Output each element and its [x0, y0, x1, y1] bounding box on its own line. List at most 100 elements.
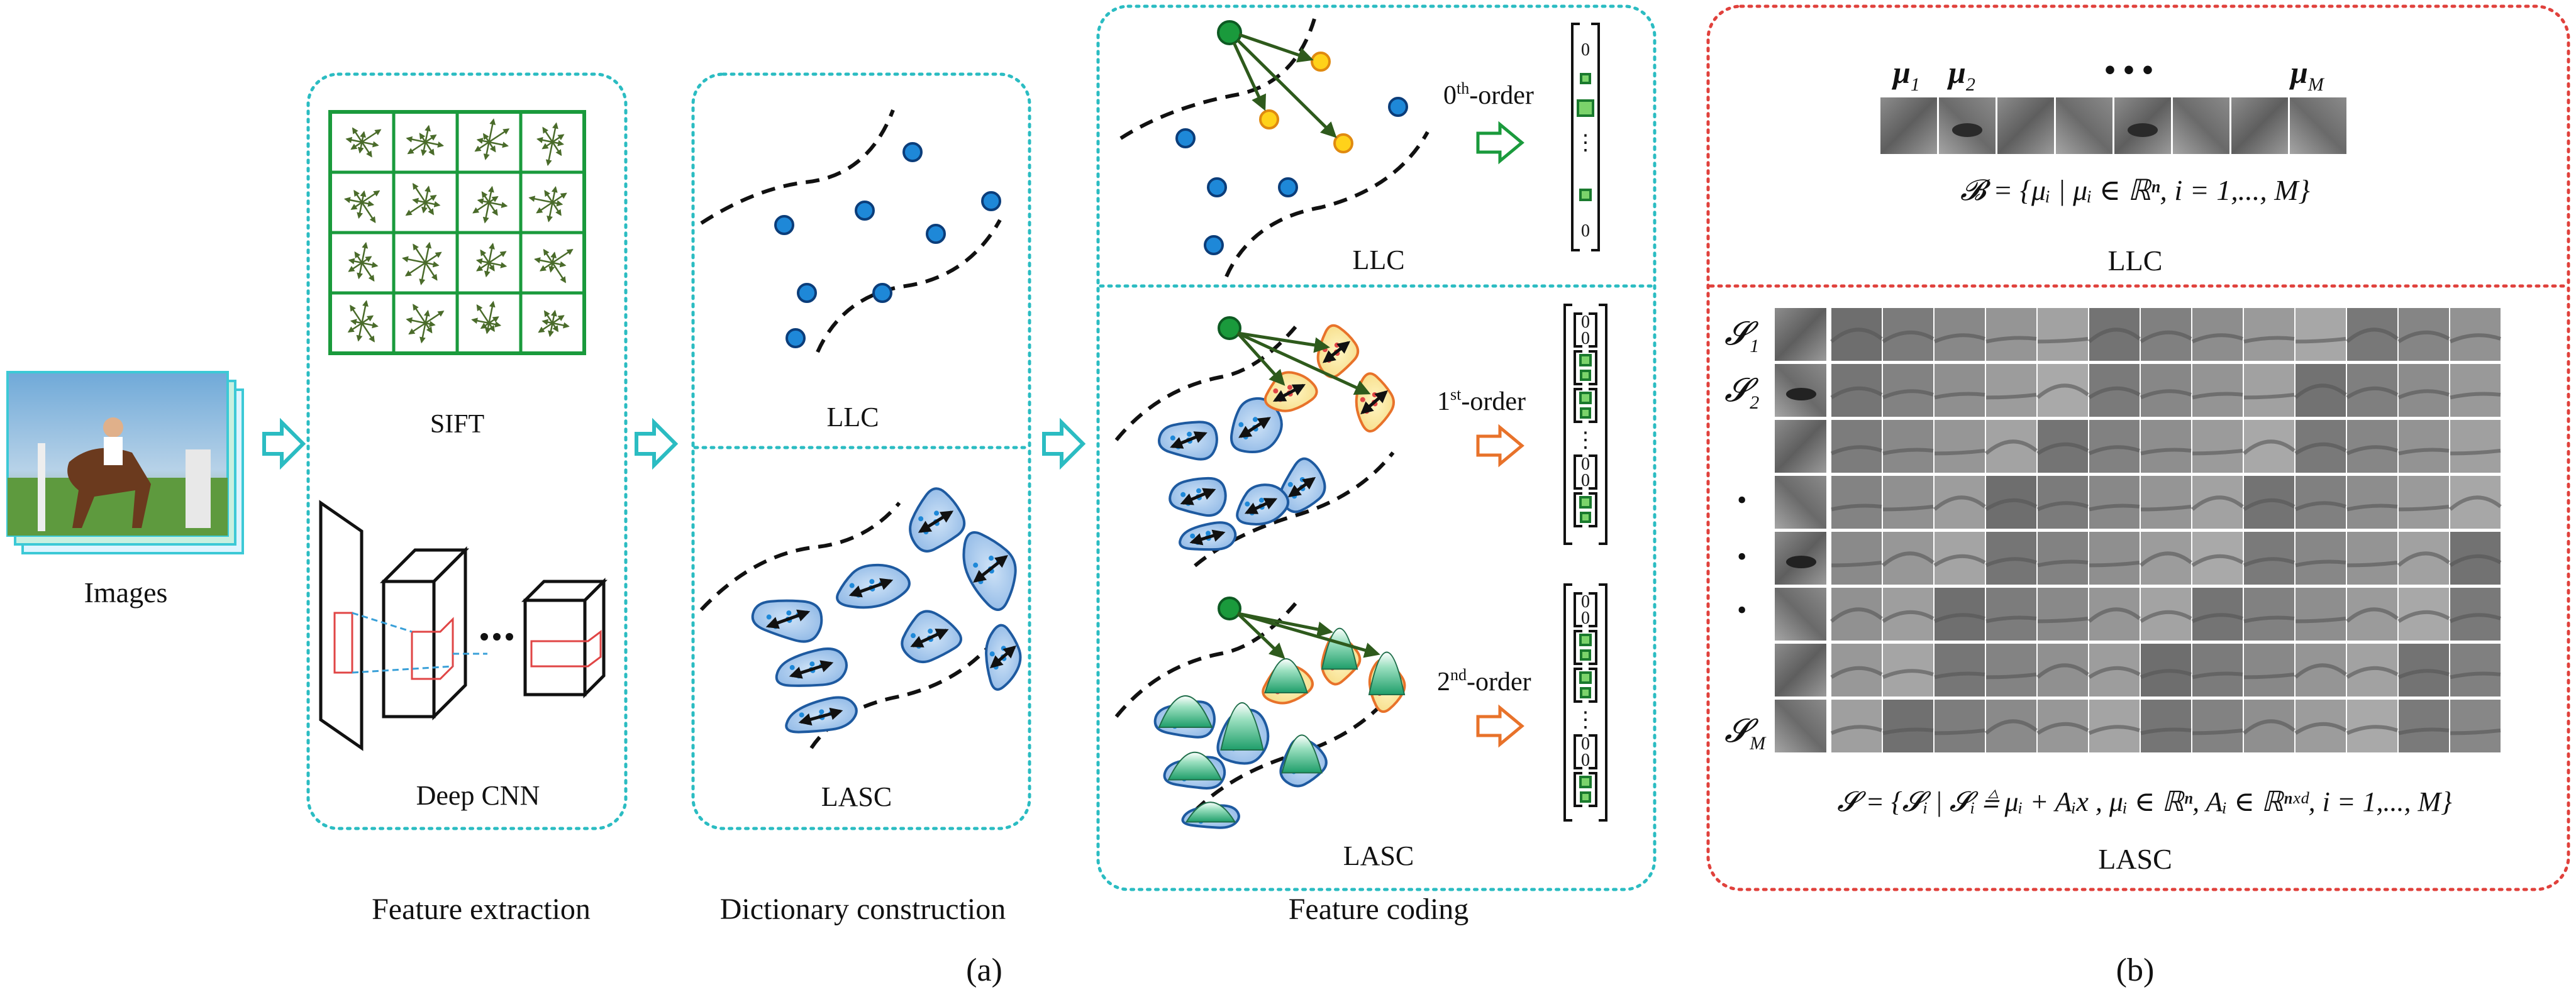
sift-cell — [347, 300, 379, 343]
stage-label-coding: Feature coding — [1289, 893, 1469, 926]
lasc-coding-2nd — [1114, 597, 1406, 829]
vector-zero: 0 — [1581, 608, 1590, 628]
lasc-formula: 𝓢 = {𝓢ᵢ | 𝓢ᵢ ≜ μᵢ + Aᵢx , μᵢ ∈ ℝⁿ, Aᵢ ∈ … — [1837, 786, 2452, 817]
feature-coding-box — [1096, 4, 1657, 891]
sift-cell — [474, 118, 510, 160]
coding-blob — [1163, 752, 1226, 790]
sift-cell — [405, 182, 441, 216]
b-llc-label: LLC — [2108, 245, 2163, 277]
stage-label-dictionary: Dictionary construction — [720, 893, 1006, 926]
mu2-label: μ2 — [1946, 55, 1975, 95]
lasc-subspace-grid — [1775, 308, 2502, 752]
dictionary-blob — [962, 531, 1017, 611]
lasc-coding-1st — [1114, 316, 1395, 568]
subspace-row — [1775, 308, 2501, 361]
dictionary-blob — [775, 647, 848, 687]
dictionary-blob — [751, 599, 823, 643]
coding-blob — [1279, 734, 1328, 788]
vdot-1: • — [1737, 485, 1746, 515]
stage-label-extraction: Feature extraction — [372, 893, 591, 926]
sift-cell — [406, 304, 445, 344]
sift-cell — [343, 190, 380, 224]
vector-zero: 0 — [1581, 592, 1590, 612]
basis-patch — [1880, 97, 1937, 154]
coding-blob — [1279, 457, 1326, 514]
llc-basis-strip — [1880, 97, 2346, 154]
vector-zero: 0 — [1581, 312, 1590, 332]
caption-a: (a) — [966, 952, 1002, 988]
coding-blob-highlight — [1262, 658, 1314, 705]
order1-label: 1st-order — [1437, 385, 1526, 416]
subspace-row — [1775, 588, 2501, 641]
basis-patch — [1939, 97, 1996, 154]
s1-label: 𝓢1 — [1724, 316, 1759, 356]
coding-lasc-label: LASC — [1343, 840, 1414, 871]
vector-zero: 0 — [1581, 329, 1590, 348]
basis-patch — [2114, 97, 2171, 154]
cnn-ellipsis — [480, 633, 513, 641]
coding-blob-highlight — [1316, 324, 1360, 378]
sM-label: 𝓢M — [1724, 713, 1767, 754]
subspace-row — [1775, 476, 2502, 529]
coding-blob-highlight — [1368, 651, 1406, 713]
stage-arrow-1 — [262, 417, 306, 470]
llc-coding — [1119, 18, 1430, 278]
mu-ellipsis: • • • — [2104, 52, 2153, 87]
basis-patch — [1997, 97, 2054, 154]
caption-b: (b) — [2116, 952, 2155, 988]
subspace-row — [1775, 420, 2501, 473]
sift-cell — [534, 248, 574, 284]
dict-lasc-label: LASC — [821, 781, 892, 812]
sift-cell — [472, 185, 508, 224]
coding-blob — [1169, 476, 1227, 517]
muM-label: μM — [2289, 55, 2325, 95]
sift-cell — [471, 300, 502, 334]
images-label: Images — [84, 576, 168, 608]
images-stack — [6, 371, 244, 554]
basis-patch — [2231, 97, 2288, 154]
coding-blob — [1236, 483, 1290, 526]
s2-label: 𝓢2 — [1724, 373, 1759, 413]
order0-arrow — [1476, 121, 1524, 165]
coding-blob — [1181, 801, 1240, 829]
coding-blob — [1158, 421, 1218, 461]
sift-label: SIFT — [430, 410, 484, 439]
order2-arrow — [1476, 704, 1524, 748]
subspace-row — [1775, 700, 2501, 752]
vector-zero: 0 — [1581, 734, 1590, 754]
sift-cell — [345, 127, 382, 158]
vector-zero: 0 — [1581, 40, 1590, 60]
order2-label: 2nd-order — [1437, 666, 1531, 696]
vector-zero: 0 — [1581, 454, 1590, 474]
cnn-label: Deep CNN — [416, 780, 540, 811]
vector-zero: 0 — [1581, 751, 1590, 770]
basis-patch — [2056, 97, 2112, 154]
lasc-dictionary — [699, 487, 1022, 749]
dictionary-blob — [836, 563, 911, 609]
order0-label: 0th-order — [1443, 79, 1534, 110]
coding-blob-highlight — [1263, 371, 1318, 412]
vdot-3: • — [1737, 595, 1746, 625]
sift-cell — [536, 122, 565, 167]
llc-formula: 𝓑 = {μᵢ | μᵢ ∈ ℝⁿ, i = 1,..., M} — [1960, 174, 2310, 206]
vector-ellipsis: ⋮ — [1575, 429, 1596, 452]
code-vector-0th: 0 ⋮ 0 — [1571, 23, 1600, 251]
vector-zero: 0 — [1581, 471, 1590, 490]
dictionary-blob — [985, 624, 1022, 691]
dict-llc-label: LLC — [826, 402, 879, 432]
coding-blob — [1179, 521, 1237, 551]
subspace-row — [1775, 532, 2502, 585]
dictionary-blob — [901, 610, 962, 664]
order1-arrow — [1476, 424, 1524, 468]
code-vector-2nd: 00⋮00 — [1563, 583, 1607, 822]
basis-patch — [2173, 97, 2229, 154]
vdot-2: • — [1737, 541, 1746, 572]
vector-ellipsis: ⋮ — [1575, 131, 1596, 155]
subspace-row — [1775, 364, 2501, 417]
sift-cell — [402, 241, 442, 285]
code-vector-1st: 00⋮00 — [1563, 304, 1607, 545]
sift-cell — [475, 243, 508, 278]
sift-cell — [406, 124, 445, 157]
basis-patch — [2290, 97, 2346, 154]
sift-cell — [538, 309, 570, 338]
